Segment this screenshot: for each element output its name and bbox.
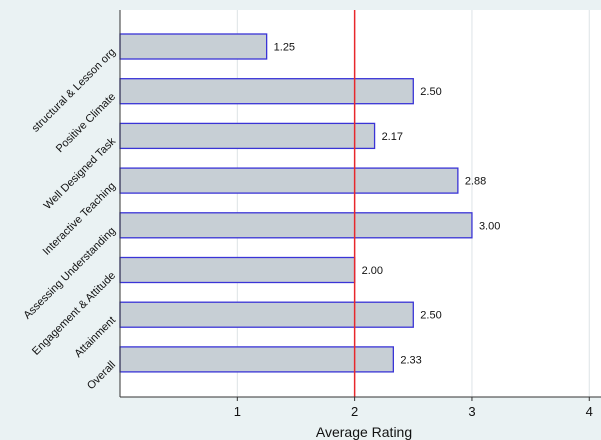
data-label-0: 1.25 <box>274 42 295 54</box>
data-label-2: 2.17 <box>382 131 403 143</box>
category-label-5: Engagement & Attitude <box>30 270 118 358</box>
bar-7 <box>119 346 394 373</box>
data-label-1: 2.50 <box>420 86 441 98</box>
x-tick-label-1: 1 <box>234 404 241 419</box>
x-tick-label-3: 3 <box>468 404 475 419</box>
x-ticks: 1 2 3 4 <box>234 397 593 419</box>
bar-1 <box>119 78 414 105</box>
category-label-7: Overall <box>85 359 118 392</box>
data-labels: 1.25 2.50 2.17 2.88 3.00 2.00 2.50 2.33 <box>274 42 501 367</box>
data-label-3: 2.88 <box>465 176 486 188</box>
bar-3 <box>119 167 459 194</box>
bar-5 <box>119 256 356 284</box>
category-label-6: Attainment <box>72 314 118 360</box>
bar-6 <box>119 301 414 328</box>
data-label-5: 2.00 <box>362 265 383 277</box>
x-tick-label-2: 2 <box>351 404 358 419</box>
axes <box>119 10 601 398</box>
bar-4 <box>119 212 473 239</box>
data-label-4: 3.00 <box>479 220 500 232</box>
bar-0 <box>119 33 268 60</box>
data-label-7: 2.33 <box>400 354 421 366</box>
category-label-4: Assessing Understanding <box>21 225 118 322</box>
bar-2 <box>119 122 376 150</box>
category-label-0: structural & Lesson org <box>30 46 118 134</box>
data-label-6: 2.50 <box>420 310 441 322</box>
bars <box>119 33 473 373</box>
x-axis-title: Average Rating <box>316 424 412 440</box>
x-tick-label-4: 4 <box>586 404 593 419</box>
plot-area <box>120 10 601 397</box>
